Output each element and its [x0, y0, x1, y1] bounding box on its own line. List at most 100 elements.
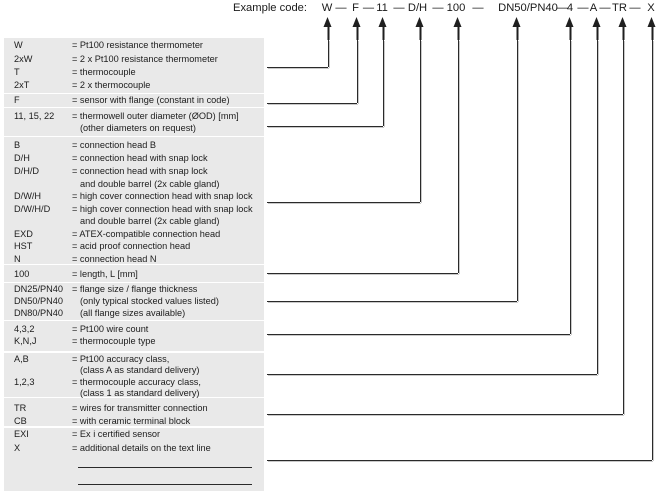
- row-code: K,N,J: [14, 336, 37, 346]
- connector-w-horizontal: [267, 67, 328, 68]
- row-code: DN50/PN40: [14, 295, 64, 306]
- table-row: and double barrel (2x cable gland): [4, 215, 264, 227]
- group-separator: [4, 319, 264, 322]
- row-desc: = 2 x Pt100 resistance thermometer: [72, 53, 218, 64]
- group-separator: [4, 281, 264, 284]
- row-code: 11, 15, 22: [14, 110, 55, 121]
- table-row: D/W/H = high cover connection head with s…: [4, 190, 264, 202]
- connector-100-vertical: [458, 40, 459, 273]
- table-row: DN80/PN40 (all flange sizes available): [4, 307, 264, 319]
- row-desc: = flange size / flange thickness: [72, 283, 198, 294]
- connector-w-vertical: [328, 40, 329, 67]
- row-desc: = ATEX-compatible connection head: [72, 228, 221, 239]
- connector-tr-horizontal: [267, 414, 623, 415]
- row-desc: = connection head B: [72, 139, 157, 150]
- table-row: W = Pt100 resistance thermometer: [4, 39, 264, 51]
- row-desc: = with ceramic terminal block: [72, 415, 191, 426]
- row-code: EXI: [14, 428, 29, 439]
- code-segment-4: 4: [566, 2, 574, 14]
- code-segment-tr: TR: [612, 2, 627, 14]
- connector-dn50-horizontal: [267, 301, 517, 302]
- row-desc: = 2 x thermocouple: [72, 79, 151, 90]
- code-dash: —: [393, 2, 405, 14]
- row-desc: = Pt100 accuracy class,: [72, 353, 170, 364]
- code-segment-100: 100: [446, 2, 466, 14]
- table-row: (other diameters on request): [4, 122, 264, 134]
- group-separator: [4, 426, 264, 428]
- code-dash: —: [432, 2, 444, 14]
- code-segment-x: X: [647, 2, 655, 14]
- row-desc: = acid proof connection head: [72, 241, 191, 251]
- row-desc: (class A as standard delivery): [80, 365, 200, 375]
- code-dash: —: [577, 2, 589, 14]
- row-code: D/H: [14, 152, 30, 163]
- connector-100-horizontal: [267, 273, 458, 274]
- row-desc: = high cover connection head with snap l…: [72, 203, 253, 214]
- group-separator: [4, 263, 264, 266]
- up-arrow-icon: [565, 17, 575, 40]
- table-row: 100 = length, L [mm]: [4, 268, 264, 280]
- connector-f-horizontal: [267, 103, 357, 104]
- up-arrow-icon: [378, 17, 388, 40]
- table-row: D/H = connection head with snap lock: [4, 152, 264, 164]
- row-desc: = connection head with snap lock: [72, 165, 208, 176]
- connector-4-horizontal: [267, 334, 570, 335]
- code-dash: —: [335, 2, 347, 14]
- table-row: B = connection head B: [4, 139, 264, 151]
- row-code: B: [14, 139, 21, 150]
- table-row: (class 1 as standard delivery): [4, 387, 264, 399]
- group-separator: [4, 135, 264, 138]
- row-code: D/W/H: [14, 191, 42, 201]
- row-desc: = thermowell outer diameter (ØOD) [mm]: [72, 110, 239, 121]
- row-code: 2xT: [14, 79, 30, 90]
- up-arrow-icon: [512, 17, 522, 40]
- blank-text-line: [78, 467, 252, 468]
- table-row: D/W/H/D = high cover connection head with…: [4, 203, 264, 215]
- table-row: N = connection head N: [4, 253, 264, 265]
- table-row: DN25/PN40 = flange size / flange thicknes…: [4, 283, 264, 295]
- row-code: CB: [14, 415, 27, 426]
- code-segment-11: 11: [376, 2, 388, 14]
- row-code: 100: [14, 269, 30, 279]
- code-segment-f: F: [352, 2, 359, 14]
- table-row: TR = wires for transmitter connection: [4, 402, 264, 414]
- table-row: and double barrel (2x cable gland): [4, 178, 264, 190]
- table-row: D/H/D = connection head with snap lock: [4, 165, 264, 177]
- row-desc: = connection head with snap lock: [72, 152, 208, 163]
- code-dash: —: [599, 2, 611, 14]
- code-dash: —: [556, 2, 568, 14]
- group-separator: [4, 351, 264, 353]
- row-desc: = Pt100 resistance thermometer: [72, 40, 203, 50]
- connector-x-horizontal: [267, 460, 652, 461]
- connector-11-vertical: [383, 40, 384, 126]
- table-row: 1,2,3 = thermocouple accuracy class,: [4, 376, 264, 388]
- table-row: X = additional details on the text line: [4, 442, 264, 454]
- row-code: A,B: [14, 353, 29, 364]
- row-desc: (other diameters on request): [80, 122, 196, 133]
- row-desc: = additional details on the text line: [72, 442, 211, 453]
- table-row: CB = with ceramic terminal block: [4, 415, 264, 427]
- row-code: DN25/PN40: [14, 283, 64, 294]
- up-arrow-icon: [618, 17, 628, 40]
- connector-a-horizontal: [267, 374, 597, 375]
- connector-11-horizontal: [267, 126, 383, 127]
- table-row: 4,3,2 = Pt100 wire count: [4, 323, 264, 335]
- connector-tr-vertical: [623, 40, 624, 414]
- up-arrow-icon: [647, 17, 657, 40]
- row-code: X: [14, 442, 21, 453]
- table-row: F = sensor with flange (constant in code): [4, 94, 264, 106]
- row-desc: = sensor with flange (constant in code): [72, 95, 230, 105]
- table-row: A,B = Pt100 accuracy class,: [4, 353, 264, 365]
- table-row: 11, 15, 22 = thermowell outer diameter (Ø…: [4, 110, 264, 122]
- code-dash: —: [472, 2, 484, 14]
- blank-text-line: [78, 484, 252, 485]
- row-code: F: [14, 95, 20, 105]
- group-separator: [4, 106, 264, 109]
- table-row: HST = acid proof connection head: [4, 240, 264, 252]
- row-code: W: [14, 40, 23, 50]
- row-desc: = Ex i certified sensor: [72, 428, 161, 439]
- connector-x-vertical: [652, 40, 653, 460]
- row-desc: = thermocouple: [72, 66, 136, 77]
- code-segment-a: A: [589, 2, 598, 14]
